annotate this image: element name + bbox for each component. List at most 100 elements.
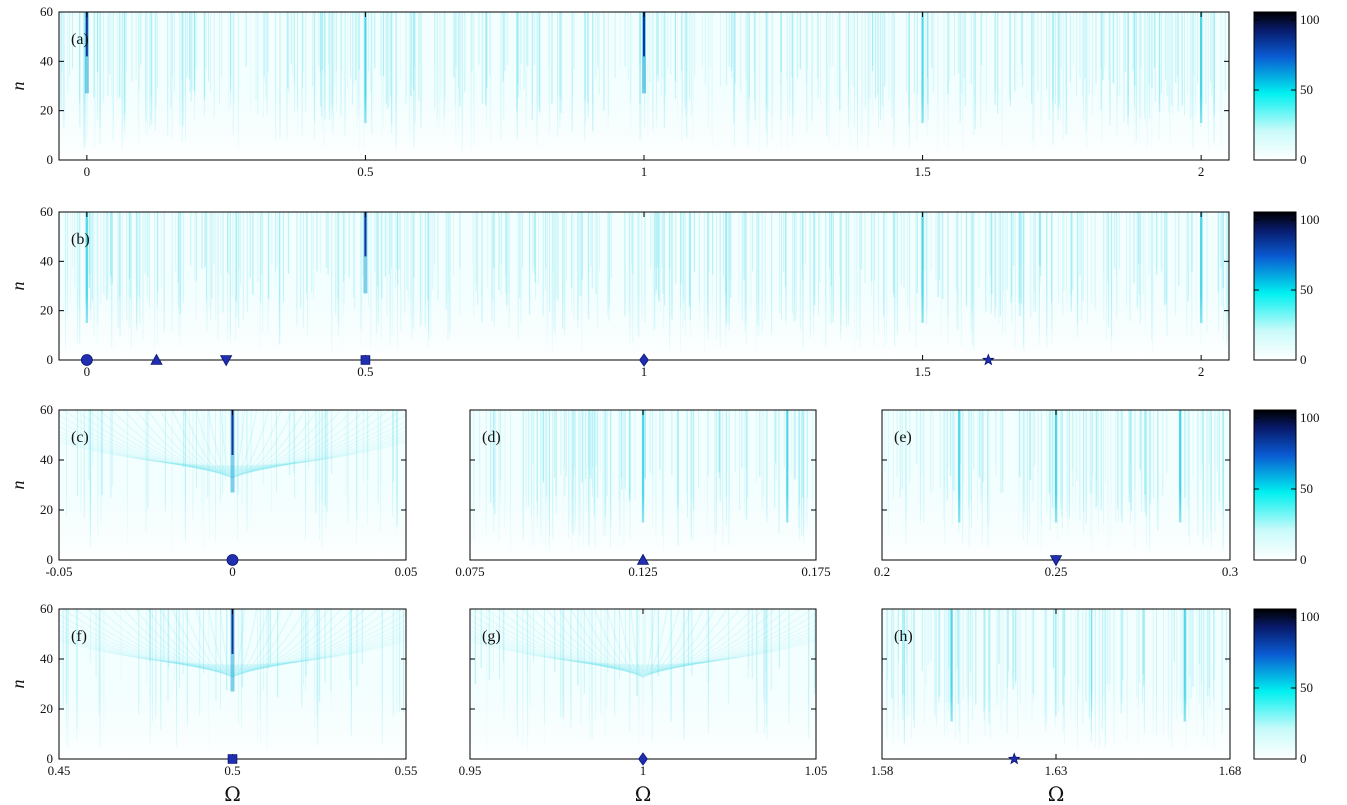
fringe-curve — [534, 609, 752, 674]
bottom-fade — [882, 492, 1230, 560]
colorbar: 0 50 100 — [1253, 11, 1320, 167]
colorbar-tick-label: 0 — [1300, 352, 1307, 367]
x-tick-label: 0.5 — [357, 164, 373, 179]
x-tick-label: 1 — [640, 763, 647, 778]
x-axis-label: Ω — [224, 782, 241, 805]
heatmap-area — [882, 609, 1230, 759]
bottom-fade — [882, 691, 1230, 759]
y-tick-label: 60 — [40, 601, 53, 616]
heatmap-area — [59, 12, 1229, 160]
fringe-curve — [470, 635, 816, 667]
fringe-curve — [470, 638, 816, 666]
x-tick-label: 0.95 — [459, 763, 482, 778]
x-tick-label: -0.05 — [45, 564, 72, 579]
triangle-down-marker — [1049, 555, 1063, 567]
y-axis-label: n — [8, 282, 28, 291]
colorbar-tick-label: 50 — [1300, 282, 1313, 297]
x-tick-label: 0.5 — [357, 364, 373, 379]
triangle-up-marker — [636, 553, 650, 565]
fringe-curve — [470, 613, 816, 670]
colorbar-gradient — [1253, 409, 1297, 561]
square-marker — [360, 355, 371, 365]
y-tick-label: 0 — [47, 152, 54, 167]
y-axis-label: n — [8, 481, 28, 490]
x-tick-label: 1 — [641, 364, 648, 379]
fringe-curve — [618, 609, 668, 678]
heatmap-area — [59, 212, 1229, 360]
panel-label: (b) — [71, 231, 90, 248]
y-tick-label: 60 — [40, 402, 53, 417]
fringe-curve — [594, 609, 692, 676]
diamond-marker — [639, 353, 649, 367]
x-tick-label: 1.58 — [871, 763, 894, 778]
x-tick-label: 0.2 — [874, 564, 890, 579]
x-tick-label: 0.3 — [1222, 564, 1238, 579]
circle-marker — [80, 354, 93, 366]
y-tick-label: 40 — [40, 651, 53, 666]
panel-e: 0.2 0.25 0.3 (e) — [874, 409, 1238, 579]
colorbar-gradient — [1253, 11, 1297, 161]
fringe-curve — [470, 624, 816, 669]
y-tick-label: 20 — [40, 103, 53, 118]
x-tick-label: 0.45 — [48, 763, 71, 778]
heatmap-area — [882, 410, 1230, 560]
colorbar-tick-label: 0 — [1300, 751, 1307, 766]
fringe-curve — [582, 609, 704, 676]
x-tick-label: 1 — [641, 164, 648, 179]
colorbar-tick-label: 100 — [1300, 609, 1320, 624]
x-tick-label: 1.5 — [914, 164, 930, 179]
heatmap-area — [470, 410, 816, 560]
panel-d: 0.075 0.125 0.175 (d) — [455, 409, 831, 579]
y-tick-label: 40 — [40, 452, 53, 467]
y-tick-label: 20 — [40, 303, 53, 318]
y-tick-label: 0 — [47, 751, 54, 766]
x-axis-label: Ω — [635, 782, 652, 805]
x-tick-label: 0 — [84, 164, 91, 179]
panel-label: (c) — [71, 429, 89, 446]
panel-label: (e) — [894, 429, 912, 446]
x-tick-label: 1.68 — [1219, 763, 1242, 778]
colorbar-tick-label: 0 — [1300, 552, 1307, 567]
circle-marker — [226, 554, 239, 566]
colorbar-tick-label: 100 — [1300, 410, 1320, 425]
x-axis-label: Ω — [1048, 782, 1065, 805]
colorbar-gradient — [1253, 608, 1297, 760]
fringe-curve — [558, 609, 728, 675]
colorbar: 0 50 100 — [1253, 409, 1320, 567]
colorbar-tick-label: 100 — [1300, 12, 1320, 27]
x-tick-label: 1.05 — [805, 763, 828, 778]
square-marker — [227, 754, 238, 764]
panel-label: (a) — [71, 31, 89, 48]
fringe-curve — [470, 640, 816, 666]
star-marker — [1007, 752, 1021, 765]
x-tick-label: 0.25 — [1045, 564, 1068, 579]
bottom-fade — [59, 293, 1229, 360]
triangle-down-marker — [219, 355, 233, 367]
fringe-curve — [474, 609, 812, 671]
fringe-curve — [606, 609, 680, 677]
y-tick-label: 20 — [40, 502, 53, 517]
fringe-curve — [470, 629, 816, 668]
colorbar-tick-label: 0 — [1300, 152, 1307, 167]
x-tick-label: 0.175 — [801, 564, 830, 579]
fringe-curve — [470, 619, 816, 669]
heatmap-area — [470, 609, 816, 759]
triangle-up-marker — [150, 353, 163, 365]
bottom-fade — [470, 691, 816, 759]
heatmap-area — [59, 410, 406, 560]
x-tick-label: 0.075 — [455, 564, 484, 579]
x-tick-label: 0 — [229, 564, 236, 579]
colorbar-tick-label: 50 — [1300, 82, 1313, 97]
bottom-fade — [59, 492, 406, 560]
colorbar: 0 50 100 — [1253, 211, 1320, 367]
y-tick-label: 0 — [47, 352, 54, 367]
star-marker — [981, 353, 995, 366]
x-tick-label: 2 — [1198, 364, 1205, 379]
y-tick-label: 60 — [40, 204, 53, 219]
colorbar-gradient — [1253, 211, 1297, 361]
colorbar-tick-label: 50 — [1300, 680, 1313, 695]
fringe-curve — [546, 609, 740, 674]
